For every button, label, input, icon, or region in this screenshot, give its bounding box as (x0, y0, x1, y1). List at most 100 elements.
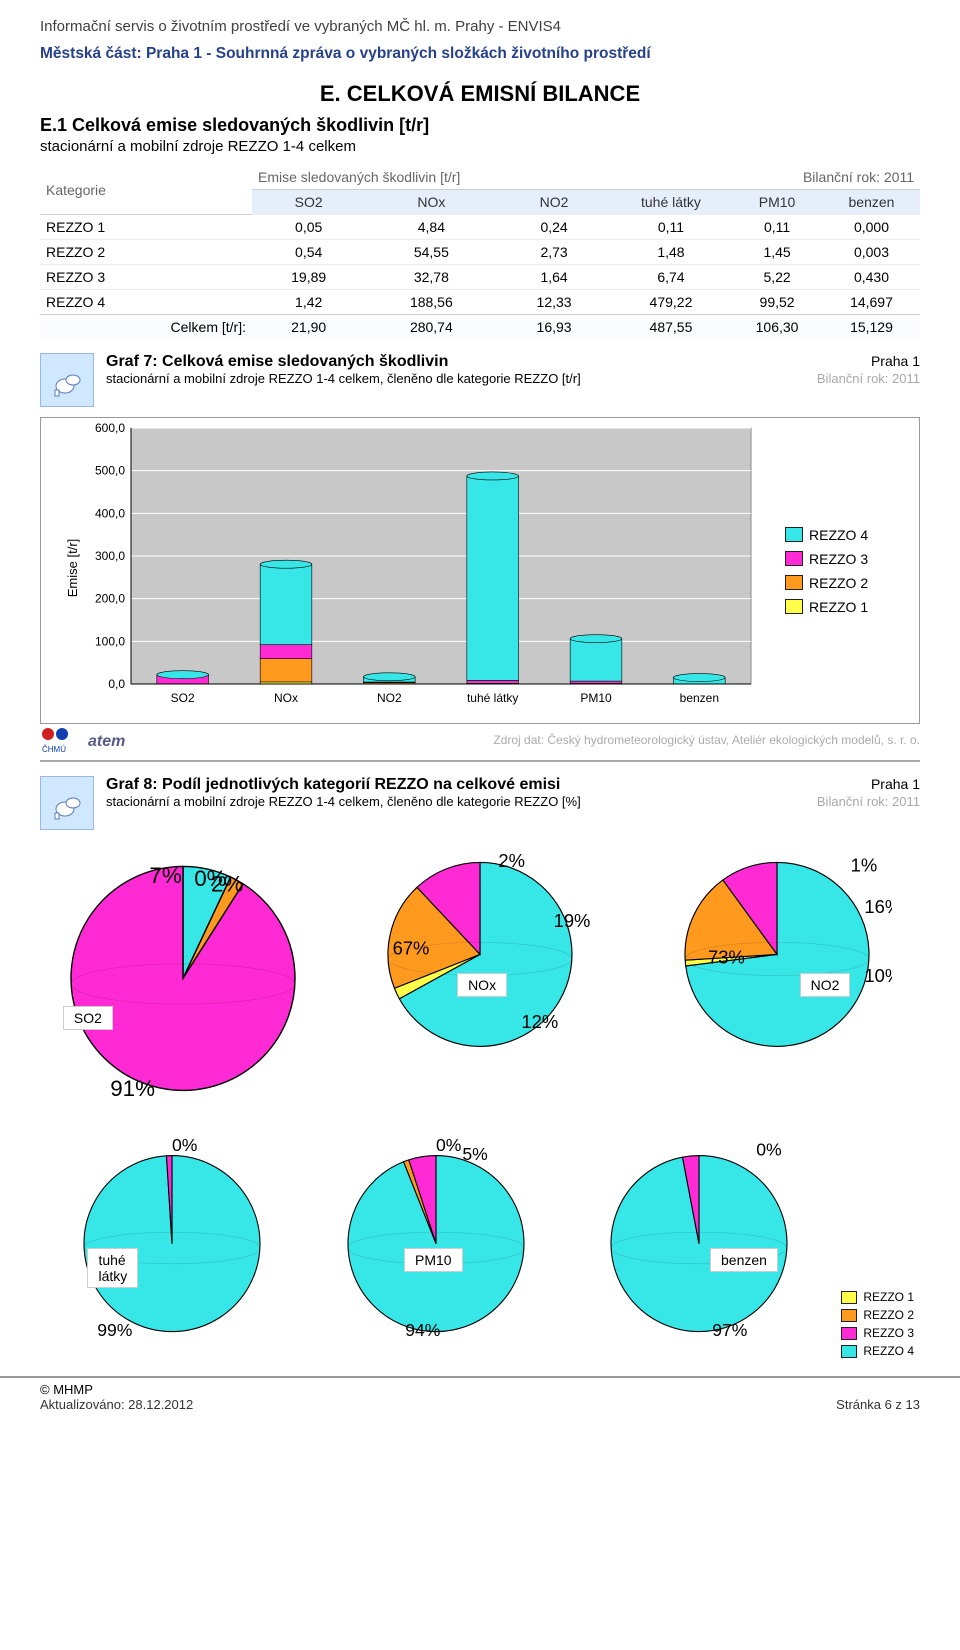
total-cell: 280,74 (365, 315, 497, 340)
graf8-right: Praha 1 (871, 776, 920, 792)
pie-label: SO2 (63, 1006, 113, 1030)
table-cell: 1,42 (252, 290, 365, 315)
pie-label: NOx (457, 973, 507, 997)
legend-item: REZZO 2 (841, 1308, 914, 1322)
svg-text:7%: 7% (150, 863, 182, 888)
svg-text:atem: atem (88, 733, 125, 750)
graf7-year: Bilanční rok: 2011 (817, 371, 920, 386)
table-cell: 0,000 (823, 215, 920, 240)
svg-text:0,0: 0,0 (108, 677, 125, 691)
svg-text:67%: 67% (393, 937, 430, 958)
table-cell: 1,48 (611, 240, 731, 265)
section-sub-note: stacionární a mobilní zdroje REZZO 1-4 c… (40, 138, 920, 155)
section-sub-title: E.1 Celková emise sledovaných škodlivin … (40, 115, 920, 136)
total-cell: 106,30 (731, 315, 823, 340)
table-cell: 1,64 (497, 265, 610, 290)
pie-chart: 0%5%94%PM10 (304, 1138, 568, 1358)
graf7-sub: stacionární a mobilní zdroje REZZO 1-4 c… (106, 371, 581, 386)
th-super-left: Emise sledovaných škodlivin [t/r] (252, 165, 611, 190)
svg-text:ČHMÚ: ČHMÚ (42, 745, 66, 754)
table-cell: 0,003 (823, 240, 920, 265)
table-cell: 5,22 (731, 265, 823, 290)
svg-text:1%: 1% (850, 855, 877, 876)
pie-chart: 7%0%2%91%SO2 (40, 844, 327, 1124)
header-sub: Městská část: Praha 1 - Souhrnná zpráva … (40, 45, 920, 63)
table-cell: 54,55 (365, 240, 497, 265)
table-cell: 12,33 (497, 290, 610, 315)
svg-text:Emise [t/r]: Emise [t/r] (65, 539, 80, 598)
svg-text:tuhé látky: tuhé látky (467, 691, 518, 705)
footer-updated: Aktualizováno: 28.12.2012 (40, 1397, 193, 1412)
header-top: Informační servis o životním prostředí v… (40, 18, 920, 35)
legend-item: REZZO 2 (785, 575, 915, 591)
table-cell: 0,54 (252, 240, 365, 265)
atelier-logo: atem (88, 728, 152, 752)
svg-text:NO2: NO2 (377, 691, 402, 705)
table-cell: 14,697 (823, 290, 920, 315)
pie-chart: 0% 97% benzen (568, 1138, 832, 1358)
table-cell: 0,05 (252, 215, 365, 240)
graf7-title: Graf 7: Celková emise sledovaných škodli… (106, 353, 448, 371)
th-col: SO2 (252, 190, 365, 215)
svg-text:97%: 97% (713, 1320, 749, 1340)
footer-page: Stránka 6 z 13 (836, 1397, 920, 1412)
th-col: benzen (823, 190, 920, 215)
chmu-logo: ČHMÚ (40, 726, 80, 754)
svg-text:2%: 2% (211, 872, 243, 897)
svg-text:NOx: NOx (274, 691, 298, 705)
legend-item: REZZO 1 (785, 599, 915, 615)
legend-item: REZZO 4 (785, 527, 915, 543)
table-cell: 2,73 (497, 240, 610, 265)
table-cell: 0,430 (823, 265, 920, 290)
pie-label: tuhé látky (87, 1248, 138, 1288)
section-title: E. CELKOVÁ EMISNÍ BILANCE (40, 81, 920, 107)
th-col: PM10 (731, 190, 823, 215)
footer-copyright: © MHMP (40, 1382, 93, 1397)
table-cell: 479,22 (611, 290, 731, 315)
legend-item: REZZO 3 (841, 1326, 914, 1340)
table-cell: 19,89 (252, 265, 365, 290)
page-footer: © MHMP Aktualizováno: 28.12.2012 Stránka… (0, 1376, 960, 1422)
table-row-label: REZZO 4 (40, 290, 252, 315)
total-cell: 16,93 (497, 315, 610, 340)
svg-text:99%: 99% (97, 1320, 133, 1340)
bar-chart: 0,0100,0200,0300,0400,0500,0600,0Emise [… (40, 417, 920, 724)
table-cell: 99,52 (731, 290, 823, 315)
th-col: NO2 (497, 190, 610, 215)
graf8-year: Bilanční rok: 2011 (817, 794, 920, 809)
emissions-table: Kategorie Emise sledovaných škodlivin [t… (40, 165, 920, 339)
svg-text:91%: 91% (111, 1076, 156, 1101)
svg-text:100,0: 100,0 (95, 634, 125, 648)
pie-label: NO2 (800, 973, 851, 997)
total-label: Celkem [t/r]: (40, 315, 252, 340)
total-cell: 15,129 (823, 315, 920, 340)
svg-text:SO2: SO2 (171, 691, 195, 705)
table-cell: 4,84 (365, 215, 497, 240)
pie-chart: 2%19%12%67%NOx (337, 844, 624, 1124)
svg-text:benzen: benzen (680, 691, 719, 705)
total-cell: 21,90 (252, 315, 365, 340)
graf7-right: Praha 1 (871, 353, 920, 369)
th-col: tuhé látky (611, 190, 731, 215)
svg-text:12%: 12% (521, 1011, 558, 1032)
svg-text:10%: 10% (864, 965, 892, 986)
table-row-label: REZZO 3 (40, 265, 252, 290)
svg-text:16%: 16% (864, 896, 892, 917)
svg-text:200,0: 200,0 (95, 592, 125, 606)
table-cell: 0,11 (611, 215, 731, 240)
svg-text:73%: 73% (708, 947, 745, 968)
table-cell: 0,24 (497, 215, 610, 240)
svg-text:0%: 0% (172, 1138, 198, 1155)
pie-label: benzen (710, 1248, 778, 1272)
svg-text:19%: 19% (554, 910, 591, 931)
legend-item: REZZO 4 (841, 1344, 914, 1358)
table-cell: 6,74 (611, 265, 731, 290)
graf8-sub: stacionární a mobilní zdroje REZZO 1-4 c… (106, 794, 581, 809)
table-row-label: REZZO 2 (40, 240, 252, 265)
total-cell: 487,55 (611, 315, 731, 340)
table-cell: 0,11 (731, 215, 823, 240)
svg-text:0%: 0% (757, 1140, 783, 1160)
legend-item: REZZO 3 (785, 551, 915, 567)
svg-text:300,0: 300,0 (95, 549, 125, 563)
graf8-title: Graf 8: Podíl jednotlivých kategorií REZ… (106, 776, 560, 794)
